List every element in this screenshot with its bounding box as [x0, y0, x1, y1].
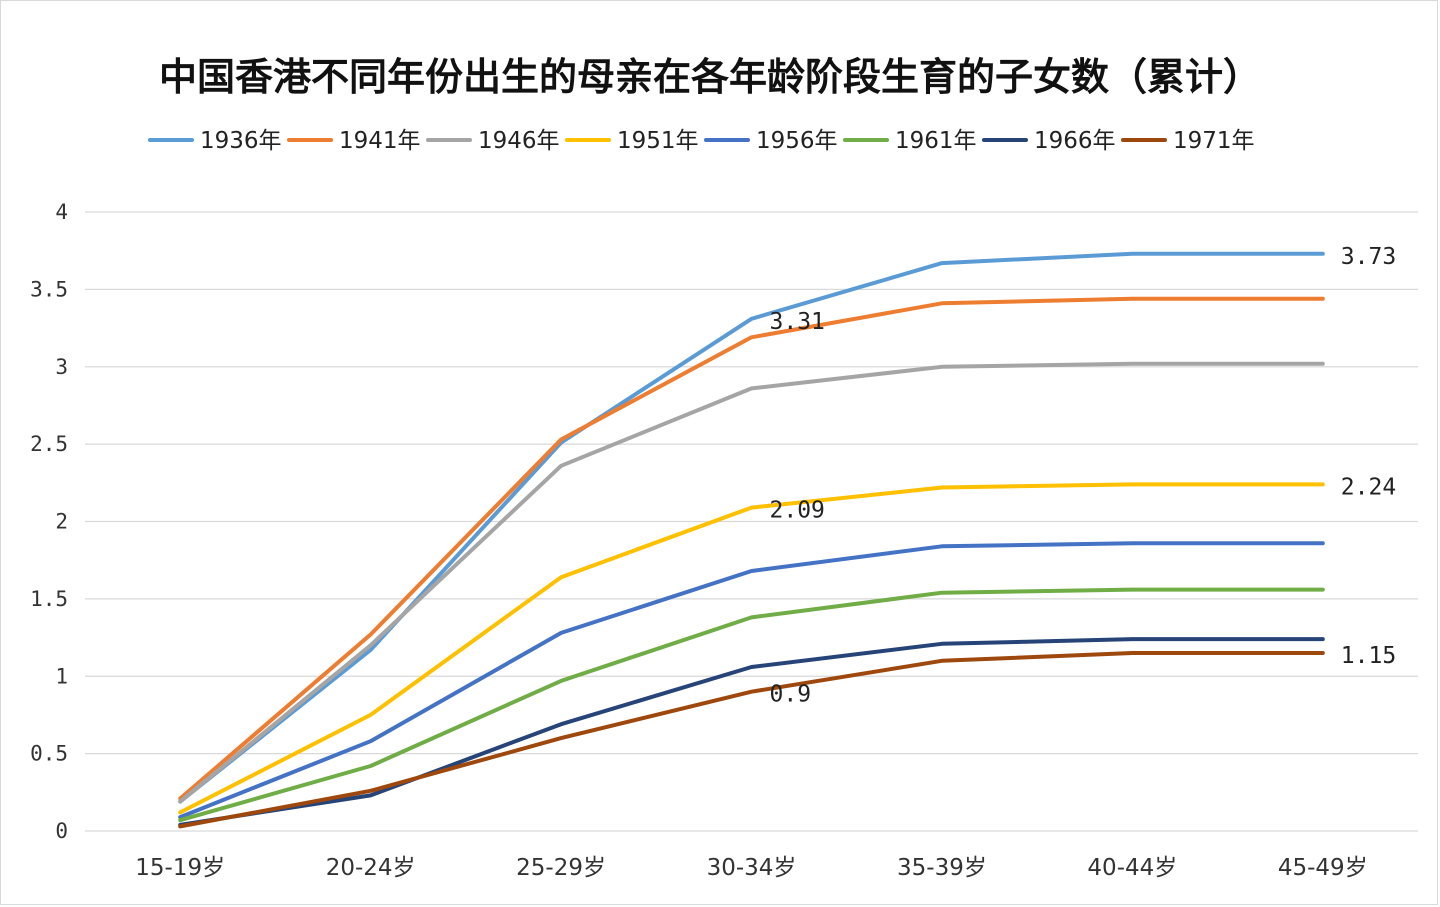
gridlines: [85, 211, 1418, 832]
legend-label: 1956年: [756, 128, 838, 154]
data-labels: 3.31 3.73 2.09 2.24 0.9 1.15: [770, 244, 1397, 708]
y-tick-label: 2.5: [30, 432, 68, 456]
data-label: 3.31: [770, 309, 825, 335]
legend-label: 1971年: [1173, 128, 1255, 154]
y-tick-label: 3.5: [30, 277, 68, 301]
series-line: [178, 587, 1325, 823]
series-lines: [178, 251, 1325, 829]
legend-label: 1941年: [339, 128, 421, 154]
y-tick-label: 2: [55, 510, 68, 534]
x-tick-label: 35-39岁: [897, 855, 987, 881]
legend-label: 1966年: [1034, 128, 1116, 154]
series-line: [178, 361, 1325, 804]
data-label: 0.9: [770, 682, 812, 708]
x-tick-label: 40-44岁: [1087, 855, 1177, 881]
x-axis: 15-19岁 20-24岁 25-29岁 30-34岁 35-39岁 40-44岁 45-4…: [135, 855, 1367, 881]
x-tick-label: 45-49岁: [1278, 855, 1368, 881]
y-tick-label: 1.5: [30, 587, 68, 611]
legend-label: 1961年: [895, 128, 977, 154]
legend-label: 1946年: [478, 128, 560, 154]
x-tick-label: 30-34岁: [707, 855, 797, 881]
series-line: [178, 296, 1325, 801]
series-line: [178, 651, 1325, 829]
data-label: 1.15: [1341, 643, 1396, 669]
y-tick-label: 3: [55, 355, 68, 379]
y-tick-label: 4: [55, 200, 68, 224]
legend-label: 1936年: [200, 128, 282, 154]
data-label: 3.73: [1341, 244, 1396, 270]
data-label: 2.09: [770, 498, 825, 524]
chart-title: 中国香港不同年份出生的母亲在各年龄阶段生育的子女数（累计）: [159, 55, 1261, 99]
y-tick-label: 1: [55, 664, 68, 688]
y-axis: 0 0.5 1 1.5 2 2.5 3 3.5 4: [30, 200, 68, 843]
x-tick-label: 20-24岁: [326, 855, 416, 881]
series-line: [178, 482, 1325, 815]
y-tick-label: 0: [55, 819, 68, 843]
series-line: [178, 637, 1325, 827]
x-tick-label: 15-19岁: [135, 855, 225, 881]
series-line: [178, 251, 1325, 804]
series-line: [178, 541, 1325, 820]
x-tick-label: 25-29岁: [516, 855, 606, 881]
legend: 1936年 1941年 1946年 1951年 1956年 1961年 1966年 1971年: [148, 128, 1255, 154]
legend-label: 1951年: [617, 128, 699, 154]
y-tick-label: 0.5: [30, 742, 68, 766]
data-label: 2.24: [1341, 474, 1396, 500]
